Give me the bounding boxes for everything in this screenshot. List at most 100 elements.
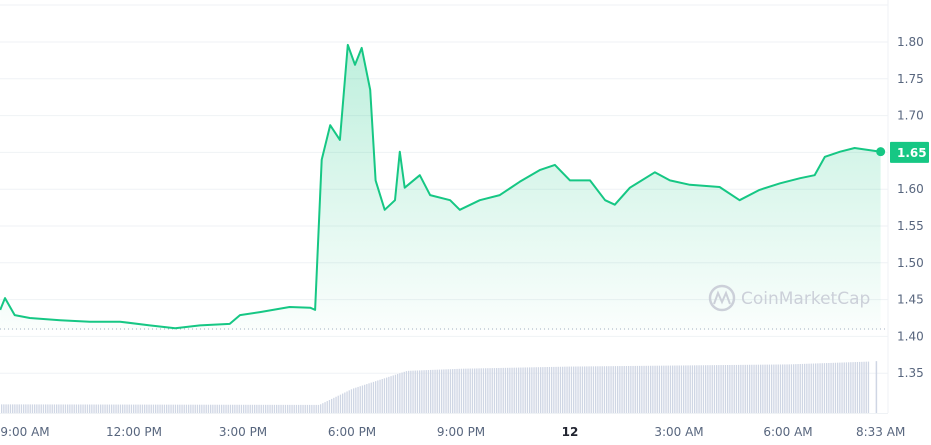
volume-bar [724, 365, 727, 413]
volume-bar [812, 363, 815, 413]
volume-bar [590, 366, 592, 413]
volume-bar [300, 404, 302, 413]
volume-bar [357, 386, 359, 413]
volume-bar [73, 404, 75, 413]
volume-bar [403, 371, 405, 413]
volume-bar [740, 364, 742, 413]
volume-bar [586, 366, 588, 413]
watermark-text: CoinMarketCap [741, 289, 870, 309]
volume-bar [821, 363, 823, 413]
volume-bar [64, 404, 67, 413]
volume-bar [478, 368, 480, 413]
volume-bar [650, 365, 652, 413]
volume-bar [584, 366, 586, 413]
volume-bar [839, 362, 841, 413]
volume-bar [210, 404, 212, 413]
volume-bar [529, 367, 531, 413]
volume-bar [619, 366, 621, 413]
volume-bar [537, 367, 540, 413]
volume-bar [58, 404, 60, 413]
volume-bar [579, 366, 581, 413]
volume-bar [804, 363, 806, 413]
volume-bar [643, 365, 645, 413]
volume-bar [130, 404, 133, 413]
volume-bar [199, 404, 201, 413]
volume-bar [227, 404, 229, 413]
volume-bar [735, 364, 738, 413]
volume-bar [504, 367, 507, 413]
volume-bar [155, 404, 157, 413]
volume-bar [95, 404, 97, 413]
volume-bar [333, 397, 335, 413]
volume-bar [386, 377, 388, 413]
volume-bar [711, 365, 713, 413]
volume-bar [137, 404, 139, 413]
volume-bar [834, 362, 837, 413]
last-price-dot[interactable] [876, 147, 886, 157]
volume-bar [555, 366, 557, 413]
volume-bar [768, 364, 771, 413]
volume-bar [214, 404, 216, 413]
volume-bar [12, 404, 14, 413]
volume-bar [489, 368, 491, 413]
volume-bar [276, 404, 278, 413]
x-axis: 9:00 AM 12:00 PM 3:00 PM 6:00 PM 9:00 PM 12 3:… [0, 425, 905, 439]
volume-bar [562, 366, 564, 413]
volume-bar [45, 404, 47, 413]
volume-bar [315, 404, 317, 413]
volume-bar [190, 404, 192, 413]
volume-bar [207, 404, 210, 413]
volume-bar [654, 365, 656, 413]
volume-bar [837, 362, 839, 413]
volume-bar [564, 366, 566, 413]
volume-bar [16, 404, 18, 413]
volume-bar [229, 404, 232, 413]
volume-bar [777, 364, 779, 413]
volume-bar [326, 401, 328, 413]
volume-bar [353, 388, 355, 413]
volume-bar [419, 370, 421, 413]
volume-bar [410, 370, 412, 413]
volume-bar [216, 404, 218, 413]
volume-bar [485, 368, 487, 413]
volume-bar [535, 367, 537, 413]
volume-bar [236, 404, 238, 413]
x-tick-label: 12:00 PM [106, 425, 162, 439]
volume-bar [526, 367, 529, 413]
volume-bar [170, 404, 172, 413]
volume-bar [738, 364, 740, 413]
volume-bar [696, 365, 698, 413]
volume-bar [614, 366, 617, 413]
volume-bar [359, 386, 361, 413]
volume-bar [56, 404, 58, 413]
x-tick-label: 9:00 AM [0, 425, 49, 439]
volume-bar [815, 363, 817, 413]
volume-bar [251, 404, 254, 413]
volume-bar [348, 390, 350, 413]
volume-bar [559, 366, 562, 413]
volume-bar [610, 366, 612, 413]
volume-bar [694, 365, 696, 413]
volume-bar [298, 404, 300, 413]
volume-bar [427, 370, 430, 413]
volume-bar [405, 371, 408, 413]
volume-bar [36, 404, 38, 413]
volume-bar [843, 362, 845, 413]
volume-bar [254, 404, 256, 413]
volume-bar [632, 365, 634, 413]
volume-bar [731, 364, 733, 413]
price-line[interactable] [0, 43, 881, 330]
volume-bar [34, 404, 36, 413]
volume-bar [595, 366, 597, 413]
volume-bar [689, 365, 691, 413]
volume-bar [434, 369, 436, 413]
volume-bar [51, 404, 53, 413]
volume-bar [471, 368, 474, 413]
volume-bar [482, 368, 485, 413]
volume-bar [188, 404, 190, 413]
volume-bar [775, 364, 777, 413]
volume-bar [661, 365, 663, 413]
volume-bar [705, 365, 707, 413]
volume-bar [522, 367, 524, 413]
volume-bar [91, 404, 93, 413]
